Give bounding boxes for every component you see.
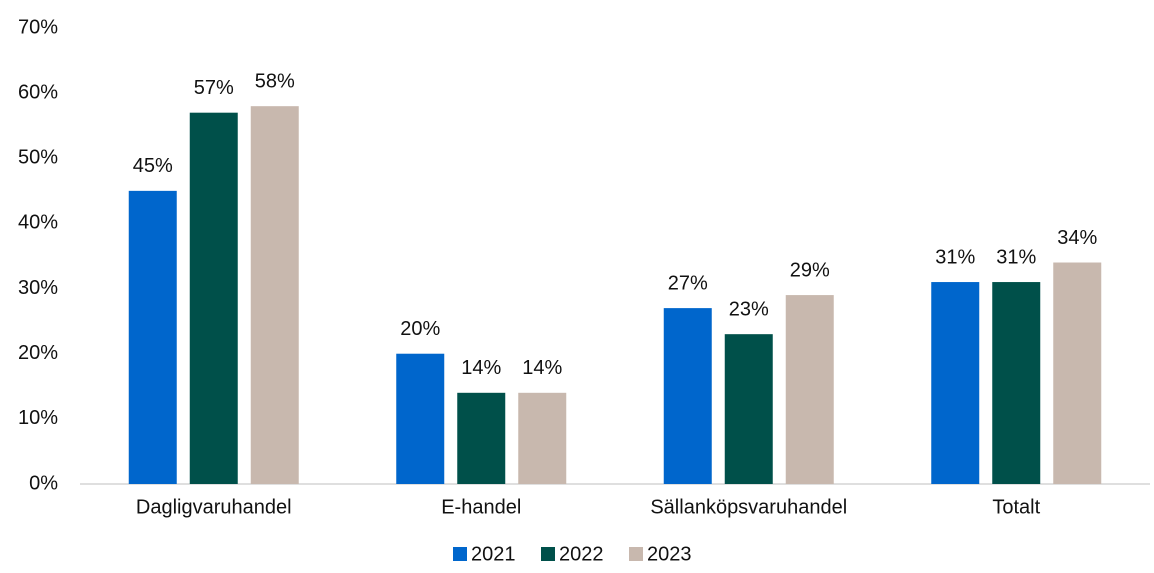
y-tick-label: 60% xyxy=(18,81,58,103)
bar xyxy=(931,282,980,484)
value-label: 31% xyxy=(996,246,1036,268)
bar xyxy=(1053,262,1102,484)
bar xyxy=(992,282,1041,484)
value-label: 23% xyxy=(729,298,769,320)
value-label: 57% xyxy=(194,77,234,99)
legend-swatch xyxy=(541,547,555,561)
bar xyxy=(250,106,299,485)
legend-swatch xyxy=(453,547,467,561)
x-tick-label: E-handel xyxy=(441,496,521,518)
value-label: 14% xyxy=(461,357,501,379)
y-tick-label: 70% xyxy=(18,16,58,38)
y-tick-label: 50% xyxy=(18,147,58,169)
legend-swatch xyxy=(629,547,643,561)
y-tick-label: 20% xyxy=(18,342,58,364)
bar xyxy=(189,112,238,484)
bar xyxy=(663,308,712,484)
bar xyxy=(785,295,834,484)
value-label: 45% xyxy=(133,155,173,177)
value-label: 14% xyxy=(522,357,562,379)
y-tick-label: 30% xyxy=(18,277,58,299)
legend-label: 2021 xyxy=(471,543,516,565)
y-tick-label: 0% xyxy=(29,472,58,494)
bar xyxy=(396,353,445,484)
value-label: 29% xyxy=(790,259,830,281)
value-label: 20% xyxy=(400,318,440,340)
bar xyxy=(518,392,567,484)
legend-label: 2022 xyxy=(559,543,604,565)
value-label: 27% xyxy=(668,272,708,294)
x-tick-label: Sällanköpsvaruhandel xyxy=(650,496,847,518)
bar xyxy=(128,190,177,484)
value-label: 34% xyxy=(1057,227,1097,249)
bar xyxy=(724,334,773,484)
y-tick-label: 40% xyxy=(18,212,58,234)
bar xyxy=(457,392,506,484)
value-label: 58% xyxy=(255,70,295,92)
y-tick-label: 10% xyxy=(18,407,58,429)
x-tick-label: Dagligvaruhandel xyxy=(136,496,292,518)
value-label: 31% xyxy=(935,246,975,268)
x-tick-label: Totalt xyxy=(992,496,1040,518)
legend-label: 2023 xyxy=(647,543,692,565)
